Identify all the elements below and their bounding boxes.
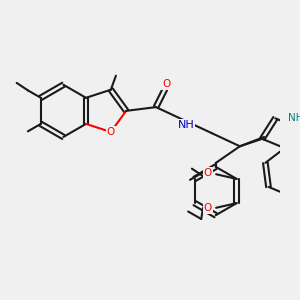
Text: NH: NH: [177, 120, 194, 130]
Text: O: O: [204, 169, 212, 179]
Text: O: O: [204, 203, 212, 213]
Text: O: O: [204, 168, 212, 178]
Text: O: O: [107, 127, 115, 137]
Text: O: O: [162, 79, 170, 89]
Text: NH: NH: [288, 113, 300, 123]
